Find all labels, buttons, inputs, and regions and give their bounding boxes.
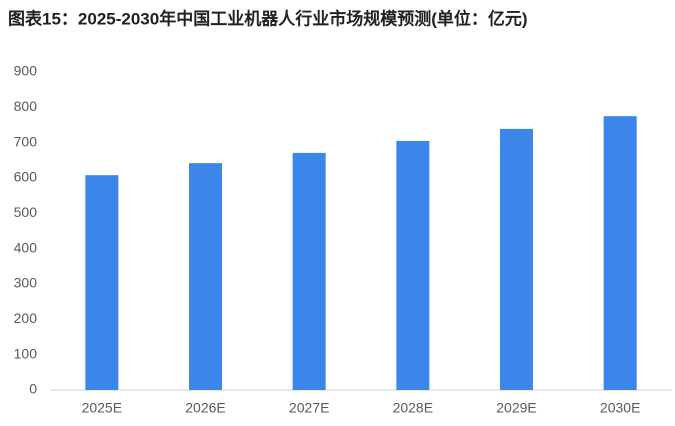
y-tick-label: 900 (14, 63, 38, 79)
bar (603, 116, 637, 391)
bar (292, 152, 326, 390)
chart-title: 图表15：2025-2030年中国工业机器人行业市场规模预测(单位：亿元) (8, 8, 528, 28)
bar (85, 175, 119, 390)
y-tick-label: 600 (14, 169, 38, 185)
x-tick-label: 2025E (82, 400, 122, 416)
x-tick-label: 2029E (496, 400, 536, 416)
y-tick-label: 700 (14, 133, 38, 149)
bar (396, 140, 430, 390)
x-tick-label: 2027E (289, 400, 329, 416)
y-tick-label: 400 (14, 239, 38, 255)
bar (500, 128, 533, 391)
bar (189, 163, 222, 390)
x-tick-label: 2028E (393, 400, 433, 416)
y-tick-label: 800 (14, 98, 38, 114)
x-tick-label: 2030E (600, 400, 640, 416)
y-tick-label: 300 (14, 275, 38, 291)
y-tick-label: 0 (29, 381, 37, 397)
y-tick-label: 200 (14, 310, 38, 326)
x-tick-label: 2026E (185, 400, 225, 416)
y-tick-label: 500 (14, 204, 38, 220)
y-tick-label: 100 (14, 345, 38, 361)
